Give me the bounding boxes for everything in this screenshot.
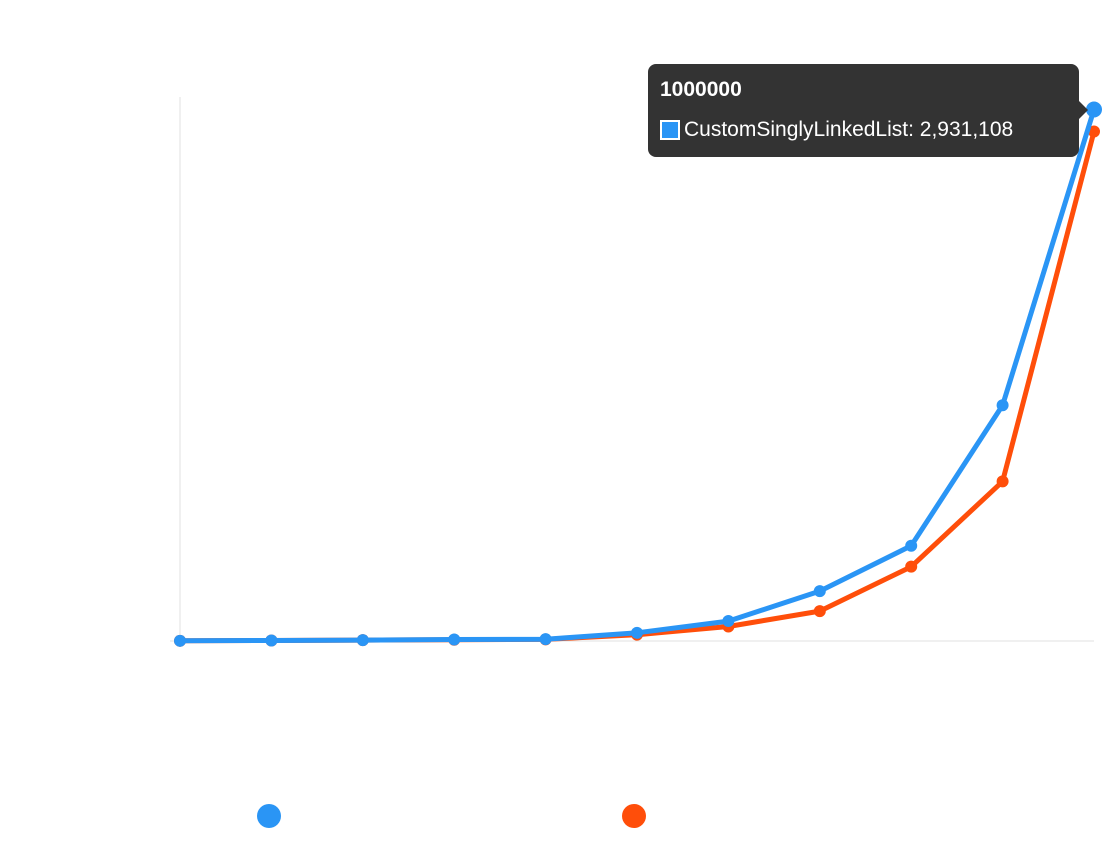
data-point-series-2-10[interactable] — [1088, 125, 1100, 138]
data-point-series-2-7[interactable] — [813, 605, 826, 618]
legend-dot-series-2[interactable] — [622, 804, 646, 828]
data-point-series-1-8[interactable] — [905, 539, 918, 552]
data-point-series-1-4[interactable] — [539, 633, 552, 646]
data-point-series-1-1[interactable] — [265, 634, 278, 647]
tooltip-caret — [1079, 101, 1088, 119]
data-point-series-1-9[interactable] — [996, 399, 1009, 412]
series-line-2 — [179, 130, 1097, 644]
legend-dot-series-1[interactable] — [257, 804, 281, 828]
data-point-series-1-3[interactable] — [448, 633, 461, 646]
tooltip-series-row: CustomSinglyLinkedList: 2,931,108 — [660, 117, 1067, 143]
data-point-series-2-9[interactable] — [996, 475, 1009, 488]
data-point-series-1-5[interactable] — [631, 626, 643, 639]
data-point-series-1-6[interactable] — [722, 615, 735, 628]
tooltip-swatch — [660, 120, 680, 140]
data-point-series-1-7[interactable] — [813, 585, 826, 598]
data-point-series-1-0[interactable] — [174, 634, 186, 647]
tooltip-title: 1000000 — [660, 78, 742, 101]
series-line-1 — [179, 108, 1097, 644]
tooltip: 1000000 CustomSinglyLinkedList: 2,931,10… — [648, 64, 1079, 157]
data-point-series-2-8[interactable] — [905, 560, 918, 573]
tooltip-series-label: CustomSinglyLinkedList: 2,931,108 — [684, 118, 1014, 141]
data-point-series-1-10[interactable] — [1086, 101, 1102, 118]
data-point-series-1-2[interactable] — [356, 634, 369, 647]
